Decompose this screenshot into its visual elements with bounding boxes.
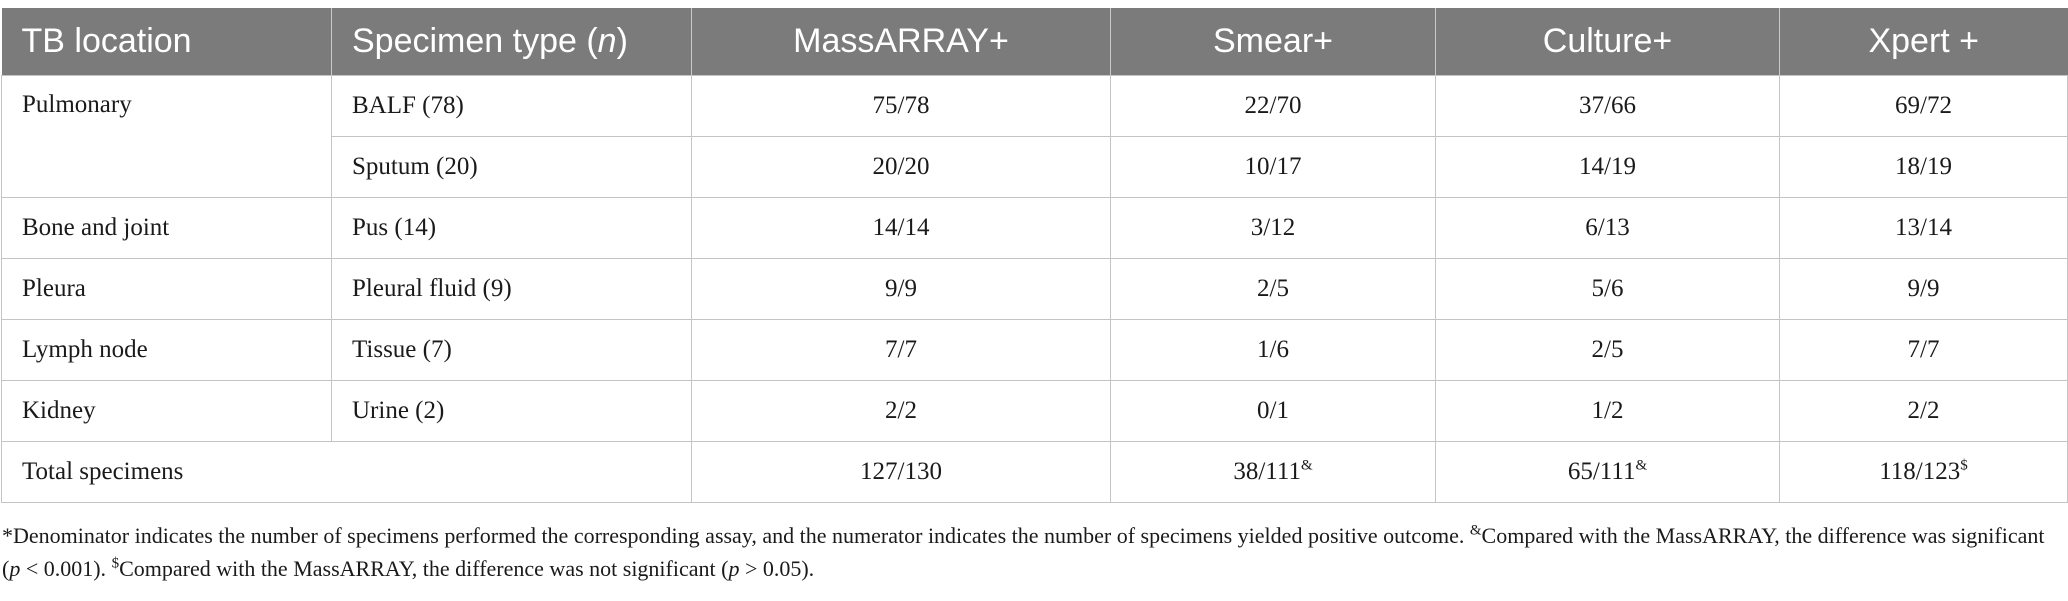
cell-specimen: Pus (14) [331,197,692,259]
cell-specimen: Pleural fluid (9) [331,258,692,320]
cell-location-pulmonary: Pulmonary [1,75,332,198]
header-specimen-type-close: ) [616,22,628,60]
cell-location-lymph-node: Lymph node [1,319,332,381]
cell-xpert: 69/72 [1779,75,2068,137]
cell-total-xpert: 118/123$ [1779,441,2068,503]
table-footnote: *Denominator indicates the number of spe… [2,519,2062,585]
footnote-p1: p [9,556,21,581]
table-row: Pleura Pleural fluid (9) 9/9 2/5 5/6 9/9 [1,258,2068,320]
table-row: Bone and joint Pus (14) 14/14 3/12 6/13 … [1,197,2068,259]
cell-xpert: 2/2 [1779,380,2068,442]
cell-total-massarray: 127/130 [691,441,1111,503]
cell-culture: 37/66 [1435,75,1780,137]
cell-location-bone-joint: Bone and joint [1,197,332,259]
cell-culture: 6/13 [1435,197,1780,259]
cell-massarray: 7/7 [691,319,1111,381]
cell-massarray: 75/78 [691,75,1111,137]
cell-culture: 2/5 [1435,319,1780,381]
cell-specimen: Sputum (20) [331,136,692,198]
cell-massarray: 14/14 [691,197,1111,259]
cell-smear: 22/70 [1110,75,1436,137]
header-specimen-n: n [597,22,617,60]
table-row: Kidney Urine (2) 2/2 0/1 1/2 2/2 [1,380,2068,442]
cell-location-pleura: Pleura [1,258,332,320]
total-xpert-superscript: $ [1960,457,1968,474]
cell-massarray: 2/2 [691,380,1111,442]
cell-massarray: 9/9 [691,258,1111,320]
cell-smear: 2/5 [1110,258,1436,320]
cell-xpert: 9/9 [1779,258,2068,320]
table-row: Lymph node Tissue (7) 7/7 1/6 2/5 7/7 [1,319,2068,381]
cell-total-label: Total specimens [1,441,692,503]
cell-smear: 1/6 [1110,319,1436,381]
total-culture-superscript: & [1635,457,1648,474]
footnote-part4: Compared with the MassARRAY, the differe… [119,556,729,581]
header-row: TB location Specimen type (n) MassARRAY+… [1,8,2068,76]
total-smear-superscript: & [1300,457,1313,474]
cell-culture: 5/6 [1435,258,1780,320]
cell-xpert: 18/19 [1779,136,2068,198]
cell-specimen: BALF (78) [331,75,692,137]
footnote-part3: < 0.001). [20,556,112,581]
footnote-dollar-superscript: $ [111,555,120,572]
cell-smear: 10/17 [1110,136,1436,198]
cell-smear: 3/12 [1110,197,1436,259]
footnote-part5: > 0.05). [739,556,815,581]
header-smear: Smear+ [1110,8,1436,76]
total-smear-value: 38/111 [1233,458,1301,485]
results-table-container: TB location Specimen type (n) MassARRAY+… [0,8,2068,503]
cell-massarray: 20/20 [691,136,1111,198]
cell-smear: 0/1 [1110,380,1436,442]
footnote-amp-superscript: & [1469,522,1482,539]
header-massarray: MassARRAY+ [691,8,1111,76]
total-xpert-value: 118/123 [1879,458,1961,485]
header-culture: Culture+ [1435,8,1780,76]
total-culture-value: 65/111 [1567,458,1636,485]
footnote-p2: p [728,556,740,581]
header-specimen-type: Specimen type (n) [331,8,692,76]
cell-xpert: 7/7 [1779,319,2068,381]
results-table: TB location Specimen type (n) MassARRAY+… [1,8,2068,503]
footnote-part2: Compared with the MassARRAY, the differe… [2,523,2045,581]
cell-culture: 14/19 [1435,136,1780,198]
header-xpert: Xpert + [1779,8,2068,76]
header-tb-location: TB location [1,8,332,76]
header-specimen-type-text: Specimen type ( [352,22,598,60]
footnote-part1: *Denominator indicates the number of spe… [2,523,1470,548]
cell-location-kidney: Kidney [1,380,332,442]
cell-total-culture: 65/111& [1435,441,1780,503]
cell-total-smear: 38/111& [1110,441,1436,503]
cell-specimen: Tissue (7) [331,319,692,381]
cell-xpert: 13/14 [1779,197,2068,259]
table-row: Pulmonary BALF (78) 75/78 22/70 37/66 69… [1,75,2068,198]
cell-specimen: Urine (2) [331,380,692,442]
total-row: Total specimens 127/130 38/111& 65/111& … [1,441,2068,503]
cell-culture: 1/2 [1435,380,1780,442]
